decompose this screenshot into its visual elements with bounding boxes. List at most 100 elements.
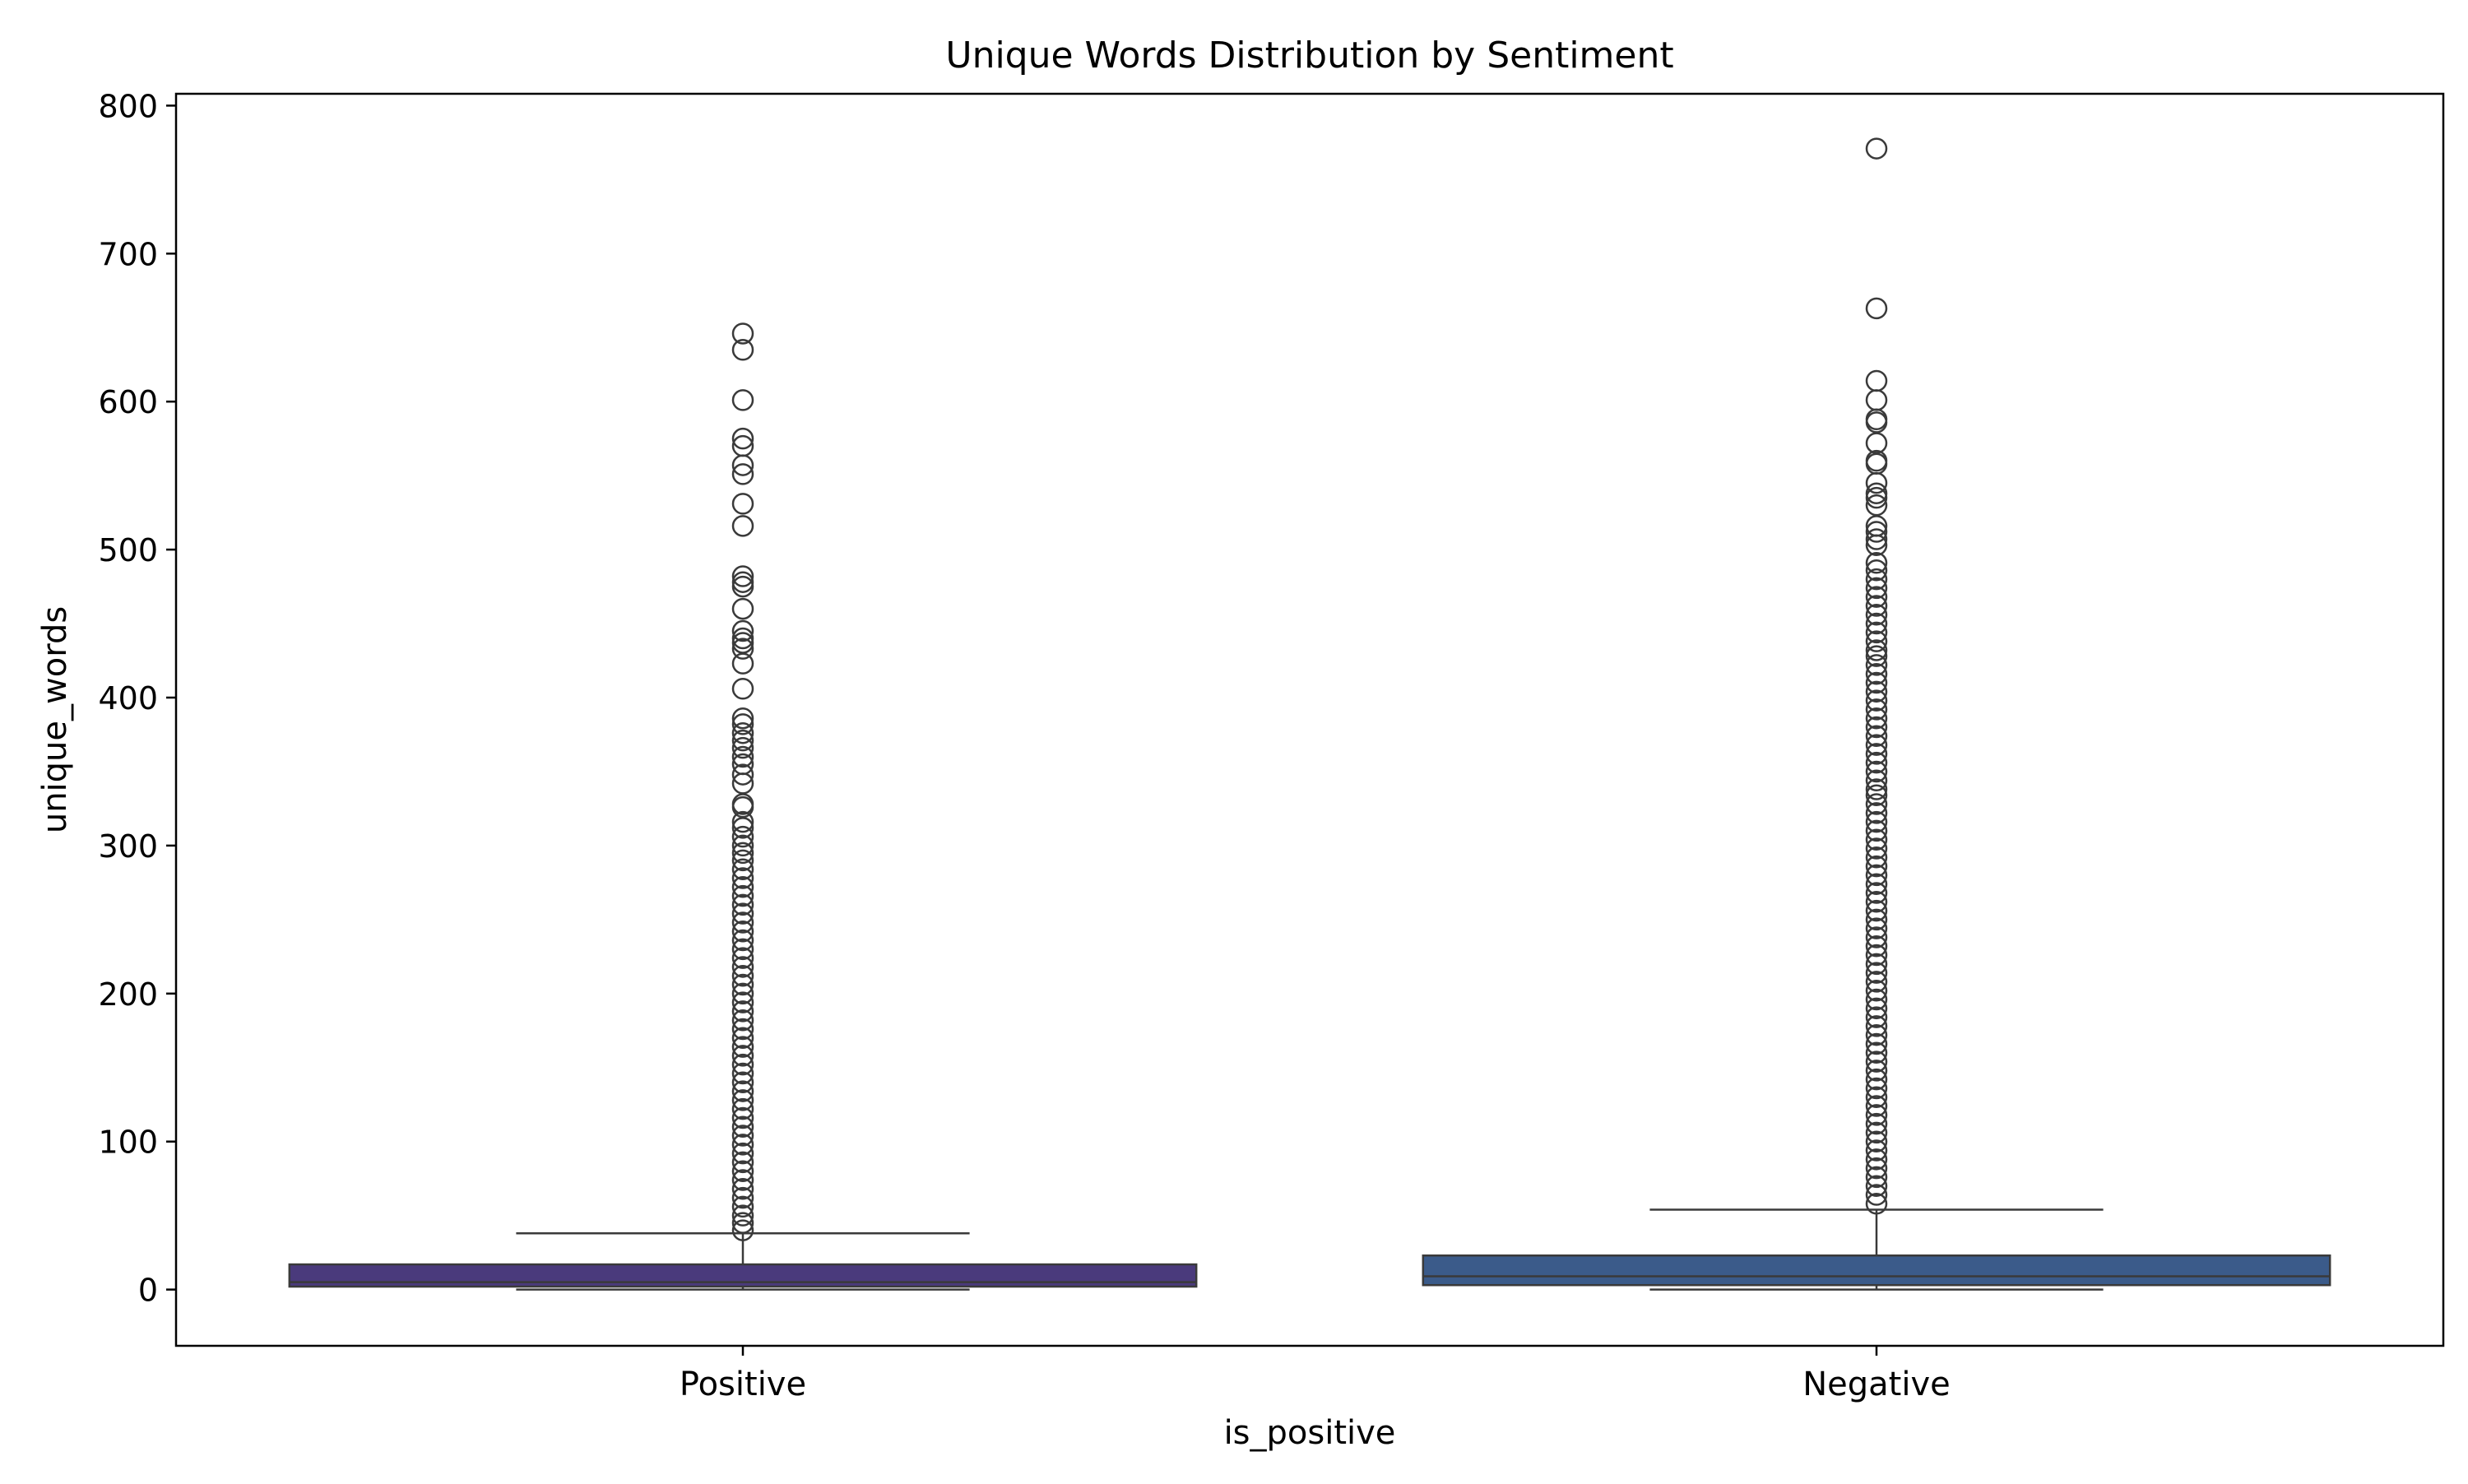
outlier-point	[1865, 837, 1888, 860]
outlier-point	[1865, 734, 1888, 756]
outlier-point	[1865, 935, 1888, 958]
outlier-point	[1865, 1095, 1888, 1117]
outlier-point	[731, 1178, 754, 1200]
outlier-point	[1865, 639, 1888, 661]
outlier-point	[1865, 769, 1888, 792]
outlier-point	[731, 1106, 754, 1129]
outlier-point	[1865, 630, 1888, 652]
outlier-point	[731, 1219, 754, 1241]
outlier-point	[1865, 1006, 1888, 1028]
outlier-point	[731, 834, 754, 857]
y-tick-label: 300	[98, 828, 158, 865]
outlier-point	[1865, 1068, 1888, 1091]
outlier-point	[1865, 819, 1888, 842]
y-axis-label: unique_words	[36, 606, 74, 833]
outlier-point	[1865, 1175, 1888, 1197]
outlier-point	[1865, 784, 1888, 807]
outlier-point	[1865, 810, 1888, 833]
outlier-point	[1865, 552, 1888, 574]
outlier-point	[731, 389, 754, 411]
outlier-point	[1865, 1041, 1888, 1064]
outlier-point	[731, 1018, 754, 1041]
outlier-point	[731, 867, 754, 889]
outlier-point	[731, 493, 754, 515]
outlier-point	[731, 427, 754, 450]
outlier-point	[731, 597, 754, 620]
outlier-point	[1865, 716, 1888, 739]
outlier-point	[731, 1125, 754, 1147]
outlier-point	[731, 858, 754, 880]
outlier-point	[731, 575, 754, 598]
outlier-point	[731, 876, 754, 898]
y-tick-label: 400	[98, 680, 158, 716]
outlier-point	[731, 1212, 754, 1234]
outlier-point	[1865, 680, 1888, 703]
outlier-point	[731, 454, 754, 476]
outlier-point	[731, 825, 754, 848]
outlier-point	[731, 1142, 754, 1165]
outlier-point	[731, 638, 754, 660]
outlier-point	[731, 902, 754, 925]
outlier-point	[731, 565, 754, 587]
outlier-point	[1865, 971, 1888, 993]
outlier-point	[1865, 297, 1888, 320]
outlier-point	[731, 1169, 754, 1191]
box-group-positive	[288, 322, 1198, 1291]
outlier-point	[1865, 1112, 1888, 1135]
outlier-point	[1865, 1184, 1888, 1206]
outlier-point	[731, 1009, 754, 1032]
outlier-point	[731, 1062, 754, 1085]
outlier-point	[731, 938, 754, 961]
plot-area	[288, 137, 2331, 1291]
outlier-point	[1865, 725, 1888, 748]
outlier-point	[731, 763, 754, 786]
x-tick-label: Positive	[680, 1366, 806, 1403]
y-tick-label: 200	[98, 976, 158, 1013]
outlier-point	[731, 677, 754, 700]
outlier-point	[1865, 944, 1888, 967]
outlier-point	[1865, 988, 1888, 1011]
outlier-point	[731, 817, 754, 839]
outlier-point	[1865, 962, 1888, 984]
outlier-point	[731, 842, 754, 865]
outlier-point	[731, 1027, 754, 1050]
outlier-point	[1865, 917, 1888, 939]
outlier-point	[1865, 471, 1888, 494]
outlier-point	[731, 893, 754, 916]
outlier-point	[731, 1036, 754, 1058]
outlier-point	[1865, 1050, 1888, 1073]
outlier-point	[1865, 586, 1888, 608]
outlier-point	[1865, 1157, 1888, 1180]
outlier-point	[1865, 528, 1888, 550]
outlier-point	[1865, 908, 1888, 931]
outlier-point	[731, 1080, 754, 1102]
outlier-point	[1865, 855, 1888, 878]
outlier-point	[731, 1097, 754, 1120]
outlier-point	[731, 707, 754, 730]
outlier-point	[731, 956, 754, 978]
outlier-point	[731, 1089, 754, 1111]
y-tick-label: 800	[98, 88, 158, 124]
outlier-point	[731, 652, 754, 675]
outlier-point	[1865, 612, 1888, 635]
outlier-point	[1865, 1148, 1888, 1171]
outlier-point	[731, 1204, 754, 1227]
iqr-box	[1422, 1254, 2331, 1287]
outlier-point	[731, 911, 754, 934]
outlier-point	[731, 713, 754, 735]
outlier-point	[1865, 1193, 1888, 1215]
outlier-point	[1865, 559, 1888, 582]
outlier-point	[1865, 751, 1888, 774]
outlier-point	[1865, 1060, 1888, 1082]
outlier-point	[1865, 743, 1888, 765]
outlier-point	[1865, 671, 1888, 694]
outlier-point	[1865, 979, 1888, 1002]
outlier-point	[1865, 645, 1888, 667]
outlier-point	[1865, 534, 1888, 556]
outlier-point	[731, 991, 754, 1013]
y-tick-label: 500	[98, 532, 158, 568]
outlier-point	[1865, 577, 1888, 600]
outlier-point	[731, 1053, 754, 1076]
y-tick-label: 600	[98, 384, 158, 420]
